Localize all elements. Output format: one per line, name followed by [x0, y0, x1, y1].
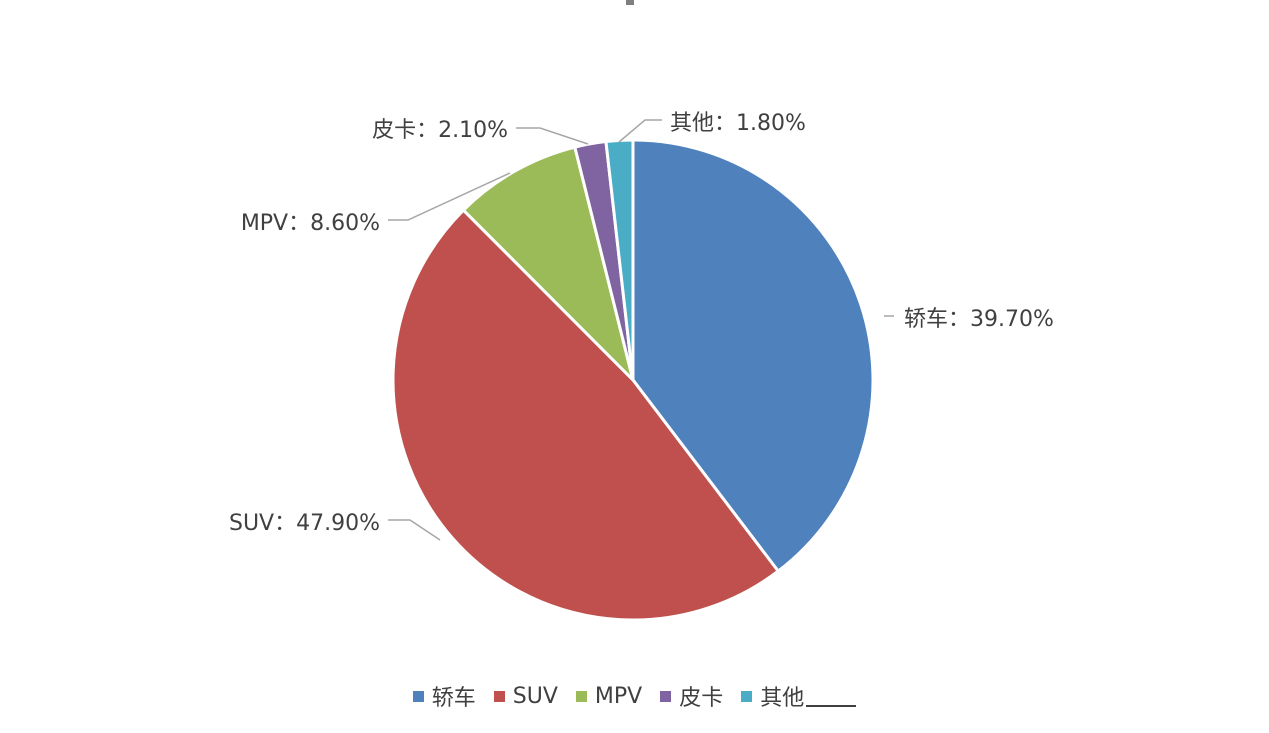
top-edge-mark: [626, 0, 634, 5]
data-label-other: 其他：1.80%: [670, 111, 806, 136]
data-label-mpv: MPV：8.60%: [241, 211, 380, 236]
legend-label-suv: SUV: [512, 683, 558, 709]
leader-line-suv: [388, 519, 441, 541]
legend-item-pickup: 皮卡: [660, 680, 723, 712]
legend-swatch-mpv: [575, 690, 587, 702]
legend-swatch-suv: [493, 690, 505, 702]
pie-slice-suv: [391, 208, 781, 622]
data-label-pickup: 皮卡：2.10%: [372, 118, 508, 143]
leader-line-pickup: [516, 127, 589, 145]
legend-label-pickup: 皮卡: [679, 686, 724, 711]
legend: 轿车 SUV MPV 皮卡 其他: [0, 680, 1269, 712]
data-label-sedan: 轿车：39.70%: [904, 307, 1054, 332]
legend-swatch-other: [741, 690, 753, 702]
legend-item-other: 其他: [741, 680, 857, 712]
leader-line-mpv: [388, 172, 511, 221]
legend-label-other: 其他: [760, 686, 805, 711]
leader-line-other: [618, 119, 662, 143]
pie-slice-mpv: [461, 145, 636, 385]
legend-swatch-sedan: [412, 690, 424, 702]
data-label-suv: SUV：47.90%: [229, 511, 380, 536]
legend-label-sedan: 轿车: [431, 686, 476, 711]
legend-swatch-pickup: [660, 690, 672, 702]
legend-underline: [806, 685, 857, 707]
pie-slice-sedan: [631, 138, 875, 574]
legend-item-suv: SUV: [493, 683, 558, 709]
legend-item-mpv: MPV: [575, 683, 643, 709]
legend-label-mpv: MPV: [594, 683, 643, 709]
pie-slice-other: [604, 138, 635, 381]
legend-item-sedan: 轿车: [412, 680, 476, 712]
